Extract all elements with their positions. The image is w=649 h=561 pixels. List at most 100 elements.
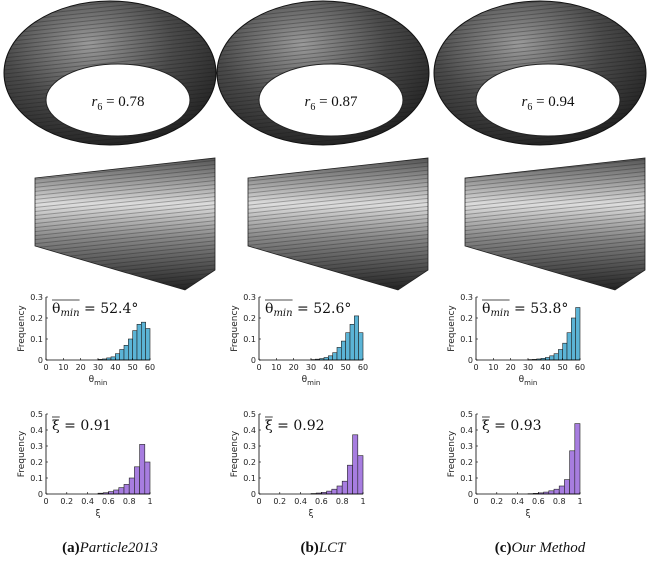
x-tick-label: 20 xyxy=(289,363,299,372)
y-tick-label: 0.4 xyxy=(460,426,473,435)
bar xyxy=(331,488,338,495)
caption: (a)Particle2013 xyxy=(62,540,158,556)
x-tick-label: 0.8 xyxy=(553,497,566,506)
x-tick-label: 60 xyxy=(358,363,368,372)
tube-mesh-lines xyxy=(248,158,428,290)
annotation-symbol: ξ xyxy=(482,418,490,434)
r-value: = 0.87 xyxy=(315,94,358,110)
bar xyxy=(328,355,333,361)
bar xyxy=(118,487,125,495)
y-tick-label: 0.3 xyxy=(243,442,256,451)
x-tick-label: 40 xyxy=(110,363,120,372)
x-tick-label: 10 xyxy=(488,363,498,372)
annotation-symbol: ξ xyxy=(52,418,60,434)
x-tick-label: 1 xyxy=(360,497,365,506)
x-label-symbol: θ xyxy=(302,375,308,385)
bar xyxy=(110,356,116,361)
x-tick-label: 0 xyxy=(43,497,48,506)
caption-title: LCT xyxy=(318,540,347,556)
x-tick-label: 30 xyxy=(306,363,316,372)
x-tick-label: 0.8 xyxy=(336,497,349,506)
x-tick-label: 0 xyxy=(473,363,478,372)
x-tick-label: 0.6 xyxy=(102,497,115,506)
y-tick-label: 0.2 xyxy=(30,458,43,467)
y-tick-label: 0.5 xyxy=(30,410,43,419)
bar xyxy=(553,353,559,361)
bar xyxy=(358,332,364,361)
bar xyxy=(354,315,359,361)
y-tick-label: 0.2 xyxy=(243,458,256,467)
y-tick-label: 0 xyxy=(251,356,256,365)
bar xyxy=(569,450,576,495)
bar xyxy=(145,328,151,361)
y-tick-label: 0.3 xyxy=(243,293,256,302)
x-axis-label: ξ xyxy=(95,509,100,519)
caption-label: (a) xyxy=(62,540,80,556)
x-tick-label: 1 xyxy=(147,497,152,506)
bar xyxy=(564,479,570,495)
y-axis-label: Frequency xyxy=(230,430,240,477)
x-tick-label: 50 xyxy=(128,363,138,372)
x-label-subscript: min xyxy=(524,379,537,387)
x-label-subscript: min xyxy=(94,379,107,387)
x-label-symbol: ξ xyxy=(308,509,313,519)
bar xyxy=(336,347,342,361)
bar xyxy=(132,330,138,361)
x-axis-label: θmin xyxy=(89,375,108,387)
bar xyxy=(141,321,146,361)
tube-mesh-lines xyxy=(35,158,215,290)
bar xyxy=(571,317,576,361)
annotation: θmin = 52.6° xyxy=(265,301,351,319)
bar xyxy=(341,340,346,361)
y-tick-label: 0.2 xyxy=(30,314,43,323)
y-tick-label: 0.3 xyxy=(30,442,43,451)
y-tick-label: 0.5 xyxy=(243,410,256,419)
y-tick-label: 0.2 xyxy=(460,314,473,323)
y-tick-label: 0.1 xyxy=(243,335,256,344)
x-tick-label: 0.4 xyxy=(511,497,524,506)
bar xyxy=(119,349,125,361)
x-tick-label: 0 xyxy=(43,363,48,372)
annotation-symbol: θ xyxy=(265,301,273,317)
annotation-symbol: ξ xyxy=(265,418,273,434)
annotation-subscript: min xyxy=(490,308,509,319)
y-axis-label: Frequency xyxy=(17,305,27,352)
y-tick-label: 0.3 xyxy=(30,293,43,302)
annotation-symbol: θ xyxy=(52,301,60,317)
x-axis-label: θmin xyxy=(302,375,321,387)
x-tick-label: 0.4 xyxy=(81,497,94,506)
x-tick-label: 40 xyxy=(540,363,550,372)
bar xyxy=(332,352,338,361)
x-tick-label: 0.2 xyxy=(490,497,503,506)
r-label: r6 = 0.87 xyxy=(304,94,358,113)
bar xyxy=(123,484,130,495)
torus-hole xyxy=(258,63,404,137)
annotation-value: = 0.93 xyxy=(490,418,542,434)
x-tick-label: 40 xyxy=(323,363,333,372)
x-tick-label: 50 xyxy=(558,363,568,372)
r-value: = 0.94 xyxy=(532,94,575,110)
x-axis-label: θmin xyxy=(519,375,538,387)
bar xyxy=(558,349,563,361)
tube-mesh-lines xyxy=(465,158,645,290)
bar xyxy=(134,466,140,495)
y-tick-label: 0.1 xyxy=(460,335,473,344)
bar xyxy=(115,353,120,361)
bar xyxy=(349,323,355,361)
r-label: r6 = 0.78 xyxy=(91,94,144,113)
annotation-subscript: min xyxy=(60,308,79,319)
y-tick-label: 0.2 xyxy=(243,314,256,323)
annotation: ξ = 0.92 xyxy=(265,418,325,434)
annotation: θmin = 53.8° xyxy=(482,301,568,319)
y-tick-label: 0.2 xyxy=(460,458,473,467)
torus-hole xyxy=(45,63,191,137)
annotation: ξ = 0.91 xyxy=(52,418,112,434)
bar xyxy=(548,490,555,495)
x-tick-label: 60 xyxy=(575,363,585,372)
annotation: ξ = 0.93 xyxy=(482,418,542,434)
y-tick-label: 0.5 xyxy=(460,410,473,419)
y-axis-label: Frequency xyxy=(230,305,240,352)
bar xyxy=(136,323,142,361)
x-tick-label: 0 xyxy=(256,363,261,372)
